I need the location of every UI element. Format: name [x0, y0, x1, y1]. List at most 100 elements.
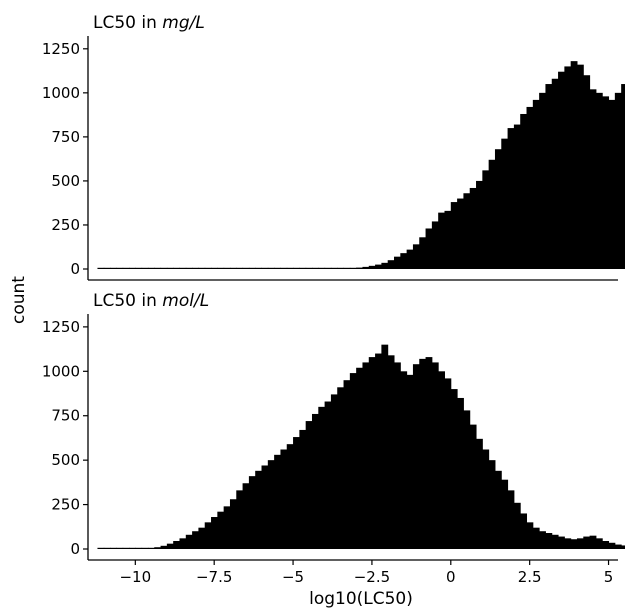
histogram-bar: [419, 358, 427, 549]
histogram-bar: [469, 187, 477, 269]
histogram-bar: [488, 159, 496, 269]
histogram-bar: [476, 438, 483, 549]
x-tick-label: −2.5: [354, 568, 390, 586]
histogram-bar: [116, 267, 124, 269]
histogram-bar: [539, 531, 546, 549]
histogram-bar: [482, 170, 490, 269]
histogram-bar: [526, 522, 534, 549]
histogram-bar: [513, 124, 521, 269]
histogram-bar: [482, 449, 490, 549]
histogram-bar: [103, 547, 111, 549]
histogram-bar: [602, 96, 610, 269]
histogram-bar: [406, 374, 414, 549]
y-tick-label: 0: [70, 540, 80, 558]
histogram-bar: [457, 198, 464, 269]
histogram-bar: [166, 267, 174, 269]
histogram-bar: [305, 421, 313, 549]
histogram-bar: [242, 267, 250, 269]
histogram-bar: [280, 449, 288, 549]
panel-title: LC50 in mol/L: [93, 291, 209, 311]
histogram-bar: [173, 541, 180, 549]
histogram-bar: [362, 362, 370, 549]
histogram-bar: [621, 545, 625, 549]
y-tick-label: 250: [51, 496, 80, 514]
histogram-bar: [179, 267, 187, 269]
histogram-bar: [576, 538, 584, 549]
histogram-bar: [135, 547, 143, 549]
histogram-bar: [274, 267, 281, 269]
histogram-bar: [97, 547, 105, 549]
histogram-bar: [450, 202, 458, 269]
histogram-bar: [381, 262, 389, 269]
y-tick-label: 1000: [42, 84, 80, 102]
histogram-bar: [179, 538, 187, 549]
histogram-bar: [330, 394, 338, 549]
histogram-bar: [589, 89, 597, 269]
histogram-bar: [110, 547, 117, 549]
histogram-bar: [589, 535, 597, 549]
y-tick-label: 500: [51, 172, 80, 190]
histogram-bar: [558, 536, 565, 549]
panel-title-prefix: LC50 in: [93, 291, 162, 311]
histogram-bar: [229, 499, 237, 549]
y-tick-label: 1250: [42, 40, 80, 58]
histogram-bar: [375, 264, 382, 269]
histogram-bar: [198, 267, 206, 269]
histogram-bar: [583, 75, 591, 269]
histogram-bar: [122, 267, 130, 269]
x-tick-label: 0: [446, 568, 456, 586]
x-tick-label: −5: [282, 568, 304, 586]
histogram-bar: [110, 267, 117, 269]
histogram-bar: [412, 364, 420, 549]
histogram-bar: [551, 534, 559, 549]
histogram-bar: [223, 506, 231, 549]
histogram-bar: [217, 511, 225, 549]
histogram-bar: [608, 542, 616, 549]
histogram-bar: [513, 502, 521, 549]
histogram-bar: [583, 536, 591, 549]
histogram-bar: [419, 237, 427, 269]
y-tick-label: 500: [51, 451, 80, 469]
panel-title-prefix: LC50 in: [93, 13, 162, 33]
histogram-bar: [362, 266, 370, 269]
x-axis-title: log10(LC50): [309, 589, 413, 609]
histogram-bar: [614, 544, 622, 549]
histogram-bar: [368, 265, 376, 269]
histogram-bar: [318, 406, 326, 549]
histogram-bar: [469, 424, 477, 549]
histogram-bar: [255, 267, 263, 269]
histogram-bar: [394, 362, 401, 549]
histogram-bar: [545, 533, 553, 549]
histogram-bar: [356, 367, 363, 549]
histogram-bar: [166, 543, 174, 549]
histogram-bar: [293, 437, 300, 549]
histogram-bar: [564, 66, 572, 269]
panel-title-unit: mol/L: [162, 291, 209, 311]
histogram-bar: [311, 413, 319, 549]
histogram-bar: [261, 465, 269, 549]
histogram-bar: [614, 92, 622, 269]
histogram-bar: [349, 373, 357, 549]
histogram-bar: [116, 547, 124, 549]
histogram-bar: [444, 210, 452, 269]
histogram-bar: [501, 479, 509, 549]
histogram-bar: [425, 357, 433, 549]
y-tick-label: 750: [51, 407, 80, 425]
histogram-bar: [520, 113, 528, 269]
histogram-bar: [412, 244, 420, 269]
histogram-bar: [97, 267, 105, 269]
histogram-bar: [337, 387, 345, 549]
y-tick-label: 250: [51, 216, 80, 234]
histogram-bar: [311, 267, 319, 269]
histogram-bar: [204, 522, 212, 549]
histogram-bar: [381, 344, 389, 549]
histogram-bar: [400, 371, 408, 549]
histogram-bar: [551, 78, 559, 269]
panel-title: LC50 in mg/L: [93, 13, 205, 33]
histogram-bar: [564, 538, 572, 549]
histogram-bar: [255, 470, 263, 549]
histogram-bar: [267, 460, 275, 549]
histogram-bar: [595, 538, 603, 549]
histogram-bar: [406, 249, 414, 269]
histogram-bar: [488, 460, 496, 549]
